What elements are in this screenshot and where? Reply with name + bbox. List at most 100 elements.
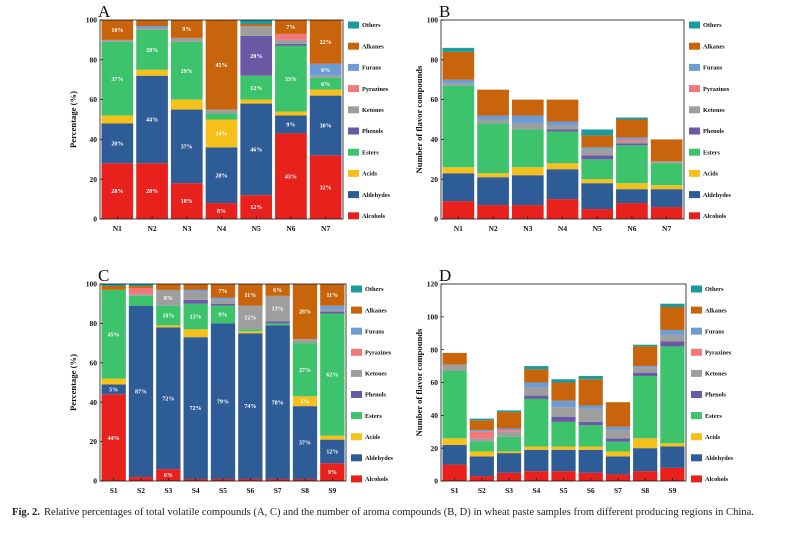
bar-s5-others	[551, 379, 576, 383]
x-tick-label: N4	[217, 224, 226, 233]
bar-n3-acids	[170, 99, 203, 110]
legend-label: Alkanes	[705, 307, 727, 314]
bar-s8-alcohols	[633, 471, 658, 481]
bar-n2-esters	[136, 29, 168, 70]
bar-s4-alkanes	[183, 284, 208, 290]
bar-n6-phenols	[616, 143, 648, 146]
bar-n1-furans	[442, 79, 475, 84]
bar-s8-acids	[633, 438, 658, 449]
legend-label: Others	[365, 286, 384, 293]
bar-s9-esters	[320, 313, 345, 436]
legend-item-esters: Esters	[691, 412, 722, 420]
bar-s9-ketones	[660, 334, 685, 342]
y-tick-label: 120	[427, 280, 439, 289]
x-tick-label: N7	[321, 224, 330, 233]
y-tick-label: 100	[427, 16, 439, 25]
data-label: 6%	[273, 288, 282, 294]
legend-label: Ketones	[703, 107, 725, 114]
bar-s3-acids	[156, 325, 181, 328]
legend-label: Esters	[705, 413, 722, 420]
data-labels: 44% 5% 45% 87% 6% 72% 10% 8% 72% 13% 79% 9% 7% 74% 12%…	[108, 288, 339, 479]
bar-s2-alkanes	[128, 285, 154, 288]
legend-label: Alkanes	[362, 43, 384, 50]
bar-s6-acids	[238, 331, 263, 334]
figure-caption: Fig. 2. Relative percentages of total vol…	[12, 505, 790, 520]
legend-label: Phenols	[362, 128, 384, 135]
bar-s3-ketones	[496, 431, 522, 437]
bar-s9-alkanes	[660, 306, 685, 330]
bar-n4-aldehydes	[546, 169, 579, 200]
legend-swatch	[348, 85, 359, 93]
bar-s5-ketones	[551, 407, 576, 417]
bar-n1-alcohols	[442, 201, 475, 219]
bar-s1-alkanes	[101, 285, 126, 290]
legend-label: Ketones	[365, 371, 387, 378]
bar-n7-aldehydes	[309, 95, 342, 156]
x-tick-label: S4	[192, 486, 200, 495]
legend-item-alcohols: Alcohols	[689, 212, 727, 220]
bar-s3-aldehydes	[156, 327, 181, 470]
legend-swatch	[351, 327, 362, 335]
bar-s3-acids	[496, 451, 522, 454]
bar-n4-aldehydes	[205, 147, 238, 204]
legend-swatch	[691, 475, 702, 483]
bar-n3-acids	[511, 167, 544, 176]
bar-s5-alkanes	[551, 382, 576, 401]
bar-n6-esters	[616, 145, 648, 184]
data-label: 9%	[182, 27, 191, 33]
bar-n4-ketones	[546, 125, 579, 130]
y-tick-label: 100	[427, 312, 439, 321]
bar-s2-alkanes	[469, 420, 494, 431]
bar-n1-esters	[442, 85, 475, 168]
bar-s6-alkanes	[578, 379, 603, 406]
bar-n2-alkanes	[136, 20, 168, 26]
legend-item-alcohols: Alcohols	[351, 475, 389, 483]
bar-s2-others	[469, 418, 494, 421]
legend-swatch	[348, 106, 359, 114]
data-label: 10%	[162, 314, 174, 320]
bar-s8-aldehydes	[292, 406, 318, 480]
data-label: 44%	[108, 436, 120, 442]
y-tick-label: 20	[90, 437, 98, 446]
bar-s9-alcohols	[320, 463, 345, 481]
bar-n5-phenols	[240, 35, 273, 76]
data-label: 72%	[190, 406, 202, 412]
bar-s4-others	[524, 366, 549, 370]
legend-swatch	[351, 285, 362, 293]
y-tick-label: 0	[434, 477, 438, 486]
legend-label: Phenols	[703, 128, 725, 135]
bar-s4-furans	[183, 289, 208, 292]
data-label: 28%	[299, 310, 311, 316]
legend-label: Acids	[365, 434, 381, 441]
legend-label: Pyrazines	[705, 350, 732, 357]
bar-n2-alcohols	[477, 205, 509, 219]
bar-s7-furans	[605, 426, 631, 431]
bar-s7-phenols	[605, 438, 631, 442]
y-tick-label: 20	[431, 444, 439, 453]
data-label: 7%	[286, 25, 295, 31]
bar-s6-esters	[238, 329, 263, 332]
bar-s6-aldehydes	[578, 449, 603, 473]
bar-s8-esters	[292, 343, 318, 397]
bar-s3-alcohols	[496, 472, 522, 481]
bar-s6-alkanes	[238, 284, 263, 306]
bar-s7-ketones	[605, 430, 631, 439]
legend-label: Acids	[362, 171, 378, 178]
legend-item-acids: Acids	[689, 169, 719, 178]
bar-n2-ketones	[136, 27, 168, 30]
bars	[442, 47, 683, 219]
bar-s7-alkanes	[265, 284, 290, 296]
legend-item-ketones: Ketones	[348, 106, 384, 114]
x-tick-label: S9	[328, 486, 336, 495]
bar-s7-esters	[265, 323, 290, 326]
data-label: 18%	[181, 199, 193, 205]
legend-swatch	[689, 42, 700, 50]
bar-s6-furans	[578, 405, 603, 409]
legend-item-aldehydes: Aldehydes	[689, 191, 732, 199]
data-label: 46%	[250, 147, 262, 153]
bar-n5-alcohols	[581, 209, 614, 219]
bar-s5-alcohols	[551, 471, 576, 481]
legend-swatch	[689, 106, 700, 114]
legend-swatch	[691, 306, 702, 314]
bar-n2-esters	[477, 123, 509, 174]
